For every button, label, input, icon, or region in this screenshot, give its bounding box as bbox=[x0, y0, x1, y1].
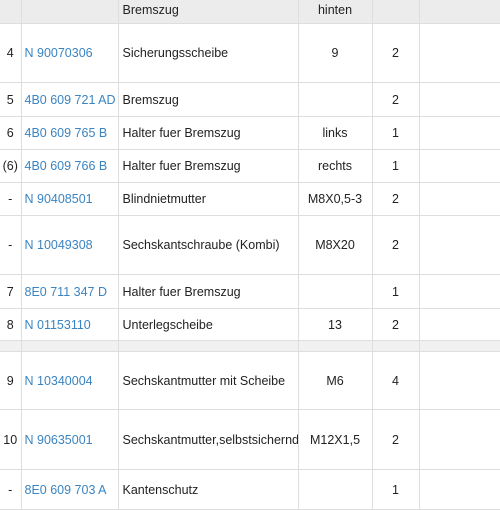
row-qty: 2 bbox=[372, 182, 420, 216]
part-number-link[interactable]: 4B0 609 766 B bbox=[24, 159, 108, 173]
row-note bbox=[298, 469, 373, 510]
part-number-link[interactable]: N 90635001 bbox=[24, 432, 93, 447]
part-number-link[interactable]: 8E0 609 703 A bbox=[24, 482, 107, 497]
row-pos: 5 bbox=[0, 82, 22, 117]
row-name: Blindnietmutter bbox=[118, 182, 299, 216]
row-note: rechts bbox=[298, 149, 373, 183]
header-qty bbox=[372, 0, 420, 24]
row-name: Sechskantmutter mit Scheibe bbox=[118, 351, 299, 410]
row-extra bbox=[419, 351, 500, 410]
table-row: - N 90408501 Blindnietmutter M8X0,5-3 2 bbox=[0, 182, 500, 216]
table-row: 7 8E0 711 347 D Halter fuer Bremszug 1 bbox=[0, 274, 500, 309]
row-qty: 2 bbox=[372, 23, 420, 83]
header-part bbox=[21, 0, 119, 24]
row-qty: 1 bbox=[372, 274, 420, 309]
group-separator bbox=[0, 340, 500, 352]
header-pos bbox=[0, 0, 22, 24]
row-extra bbox=[419, 274, 500, 309]
table-row: (6) 4B0 609 766 B Halter fuer Bremszug r… bbox=[0, 149, 500, 183]
table-row: 6 4B0 609 765 B Halter fuer Bremszug lin… bbox=[0, 116, 500, 150]
part-number-link[interactable]: N 10340004 bbox=[24, 373, 93, 388]
row-qty: 1 bbox=[372, 149, 420, 183]
row-pos: 4 bbox=[0, 23, 22, 83]
row-qty: 2 bbox=[372, 409, 420, 470]
row-note: links bbox=[298, 116, 373, 150]
table-row: 9 N 10340004 Sechskantmutter mit Scheibe… bbox=[0, 351, 500, 410]
table-row: 4 N 90070306 Sicherungsscheibe 9 2 bbox=[0, 23, 500, 83]
row-note: 9 bbox=[298, 23, 373, 83]
row-name: Bremszug bbox=[118, 82, 299, 117]
header-extra bbox=[419, 0, 500, 24]
row-extra bbox=[419, 149, 500, 183]
table-header-row: Bremszug hinten bbox=[0, 0, 500, 24]
row-extra bbox=[419, 182, 500, 216]
row-pos: 9 bbox=[0, 351, 22, 410]
row-note bbox=[298, 82, 373, 117]
table-row: 5 4B0 609 721 AD Bremszug 2 bbox=[0, 82, 500, 117]
table-row: 8 N 01153110 Unterlegscheibe 13 2 bbox=[0, 308, 500, 341]
table-row: - N 10049308 Sechskantschraube (Kombi) M… bbox=[0, 215, 500, 275]
part-number-link[interactable]: N 90408501 bbox=[24, 192, 93, 206]
row-pos: 8 bbox=[0, 308, 22, 341]
row-note: 13 bbox=[298, 308, 373, 341]
row-note: M8X20 bbox=[298, 215, 373, 275]
row-qty: 4 bbox=[372, 351, 420, 410]
row-pos: 10 bbox=[0, 409, 22, 470]
row-name: Sechskantmutter,selbstsichernd bbox=[118, 409, 299, 470]
part-number-link[interactable]: N 90070306 bbox=[24, 46, 93, 60]
row-qty: 2 bbox=[372, 82, 420, 117]
row-name: Halter fuer Bremszug bbox=[118, 274, 299, 309]
part-number-link[interactable]: N 10049308 bbox=[24, 238, 93, 252]
row-extra bbox=[419, 469, 500, 510]
row-name: Sicherungsscheibe bbox=[118, 23, 299, 83]
row-pos: (6) bbox=[0, 149, 22, 183]
row-name: Sechskantschraube (Kombi) bbox=[118, 215, 299, 275]
row-pos: - bbox=[0, 182, 22, 216]
table-row: - 8E0 609 703 A Kantenschutz 1 bbox=[0, 469, 500, 510]
part-number-link[interactable]: 4B0 609 721 AD bbox=[24, 92, 116, 107]
row-extra bbox=[419, 23, 500, 83]
row-qty: 1 bbox=[372, 116, 420, 150]
header-note: hinten bbox=[298, 0, 373, 24]
header-name: Bremszug bbox=[118, 0, 299, 24]
row-qty: 1 bbox=[372, 469, 420, 510]
row-note: M6 bbox=[298, 351, 373, 410]
row-note: M8X0,5-3 bbox=[298, 182, 373, 216]
row-note bbox=[298, 274, 373, 309]
row-note: M12X1,5 bbox=[298, 409, 373, 470]
row-qty: 2 bbox=[372, 215, 420, 275]
row-name: Kantenschutz bbox=[118, 469, 299, 510]
part-number-link[interactable]: 8E0 711 347 D bbox=[24, 284, 107, 299]
row-extra bbox=[419, 82, 500, 117]
row-extra bbox=[419, 116, 500, 150]
row-name: Halter fuer Bremszug bbox=[118, 149, 299, 183]
part-number-link[interactable]: 4B0 609 765 B bbox=[24, 126, 108, 140]
row-extra bbox=[419, 215, 500, 275]
part-number-link[interactable]: N 01153110 bbox=[24, 317, 91, 332]
row-extra bbox=[419, 409, 500, 470]
row-pos: 7 bbox=[0, 274, 22, 309]
table-row: 10 N 90635001 Sechskantmutter,selbstsich… bbox=[0, 409, 500, 470]
row-name: Halter fuer Bremszug bbox=[118, 116, 299, 150]
row-pos: 6 bbox=[0, 116, 22, 150]
row-name: Unterlegscheibe bbox=[118, 308, 299, 341]
row-pos: - bbox=[0, 215, 22, 275]
row-extra bbox=[419, 308, 500, 341]
row-pos: - bbox=[0, 469, 22, 510]
row-qty: 2 bbox=[372, 308, 420, 341]
